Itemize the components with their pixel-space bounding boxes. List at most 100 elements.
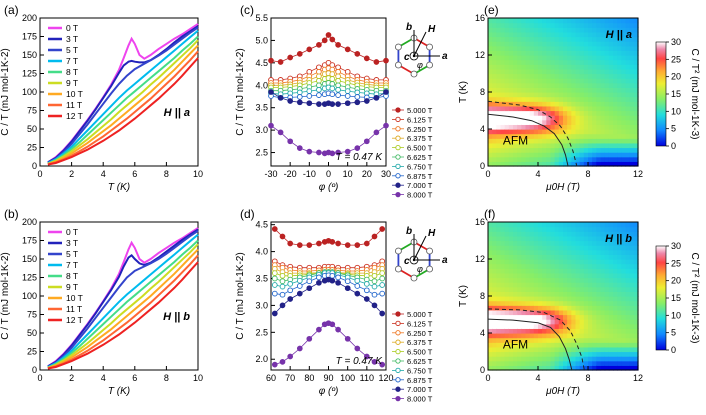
heatmap-cell: [525, 314, 531, 320]
heatmap-cell: [546, 319, 552, 325]
y-tick-label: 150: [22, 50, 37, 60]
heatmap-cell: [525, 291, 531, 297]
heatmap-cell: [575, 142, 581, 149]
heatmap-cell: [621, 115, 627, 121]
heatmap-cell: [613, 259, 618, 265]
y-tick-label: 50: [27, 328, 37, 338]
heatmap-cell: [558, 18, 564, 24]
heatmap-cell: [575, 27, 581, 33]
data-point: [279, 283, 286, 290]
heatmap-cell: [588, 272, 593, 279]
heatmap-cell: [592, 31, 597, 38]
heatmap-cell: [563, 323, 568, 329]
heatmap-cell: [500, 161, 506, 167]
heatmap-cell: [629, 73, 635, 79]
legend-label: 6.625 T: [407, 153, 433, 162]
heatmap-cell: [504, 365, 510, 371]
heatmap-cell: [546, 129, 552, 135]
heatmap-cell: [517, 115, 522, 121]
heatmap-cell: [488, 87, 493, 93]
heatmap-cell: [579, 249, 585, 255]
heatmap-cell: [504, 133, 510, 139]
legend-marker: [395, 126, 401, 132]
heatmap-cell: [629, 101, 635, 107]
data-point: [316, 149, 322, 156]
heatmap-cell: [554, 18, 560, 24]
heatmap-cell: [529, 346, 535, 353]
heatmap-cell: [521, 268, 527, 274]
y-axis-label: C / T (mJ mol-1K-2): [0, 48, 11, 135]
heatmap-cell: [529, 249, 535, 255]
heatmap-cell: [621, 156, 627, 162]
heatmap-cell: [504, 115, 510, 121]
heatmap-cell: [533, 323, 539, 329]
heatmap-cell: [504, 73, 510, 79]
heatmap-cell: [558, 323, 564, 329]
heatmap-cell: [496, 240, 502, 246]
heatmap-cell: [608, 147, 614, 153]
heatmap-cell: [542, 296, 547, 302]
heatmap-cell: [604, 152, 610, 158]
heatmap-cell: [567, 73, 572, 79]
heatmap-cell: [625, 300, 631, 306]
heatmap-cell: [500, 254, 506, 260]
legend-label: 6.250 T: [407, 329, 433, 338]
heatmap-cell: [563, 365, 568, 371]
heatmap-cell: [508, 263, 514, 269]
heatmap-cell: [554, 360, 560, 366]
heatmap-cell: [621, 245, 627, 251]
heatmap-cell: [500, 245, 506, 251]
heatmap-cell: [629, 68, 635, 75]
heatmap-cell: [554, 78, 560, 84]
heatmap-cell: [608, 18, 614, 24]
y-tick-label: 75: [27, 310, 37, 320]
heatmap-cell: [588, 101, 593, 107]
heatmap-cell: [571, 360, 577, 366]
heatmap-cell: [488, 323, 493, 329]
series-line: [47, 254, 199, 370]
heatmap-cell: [500, 356, 506, 362]
heatmap-cell: [558, 342, 564, 348]
heatmap-cell: [613, 156, 618, 162]
heatmap-cell: [617, 240, 622, 246]
heatmap-cell: [583, 272, 589, 279]
heatmap-cell: [592, 110, 597, 116]
heatmap-cell: [496, 365, 502, 371]
data-point: [268, 89, 274, 95]
heatmap-cell: [579, 282, 585, 288]
heatmap-cell: [608, 360, 614, 366]
data-point: [287, 281, 294, 287]
data-point: [335, 326, 341, 333]
heatmap-cell: [542, 263, 547, 269]
heatmap-cell: [513, 360, 518, 366]
heatmap-cell: [488, 254, 493, 260]
heatmap-cell: [550, 129, 556, 135]
heatmap-cell: [554, 147, 560, 153]
heatmap-cell: [571, 240, 577, 246]
heatmap-cell: [604, 161, 610, 167]
heatmap-cell: [488, 101, 493, 107]
heatmap-cell: [567, 351, 572, 357]
heatmap-cell: [488, 133, 493, 139]
heatmap-cell: [592, 36, 597, 42]
heatmap-cell: [621, 96, 627, 102]
heatmap-cell: [621, 78, 627, 84]
data-point: [335, 149, 341, 156]
legend-marker: [395, 116, 401, 123]
heatmap-cell: [583, 346, 589, 353]
heatmap-cell: [504, 263, 510, 269]
heatmap-cell: [496, 235, 502, 242]
heatmap-cell: [550, 59, 556, 65]
heatmap-cell: [550, 226, 556, 232]
heatmap-cell: [542, 337, 547, 343]
heatmap-cell: [517, 277, 522, 283]
heatmap-cell: [513, 272, 518, 279]
heatmap-cell: [521, 337, 527, 343]
heatmap-cell: [533, 161, 539, 167]
heatmap-cell: [492, 296, 497, 302]
heatmap-cell: [563, 305, 568, 311]
heatmap-cell: [575, 314, 581, 320]
heatmap-cell: [617, 68, 622, 75]
heatmap-cell: [604, 254, 610, 260]
heatmap-cell: [588, 254, 593, 260]
